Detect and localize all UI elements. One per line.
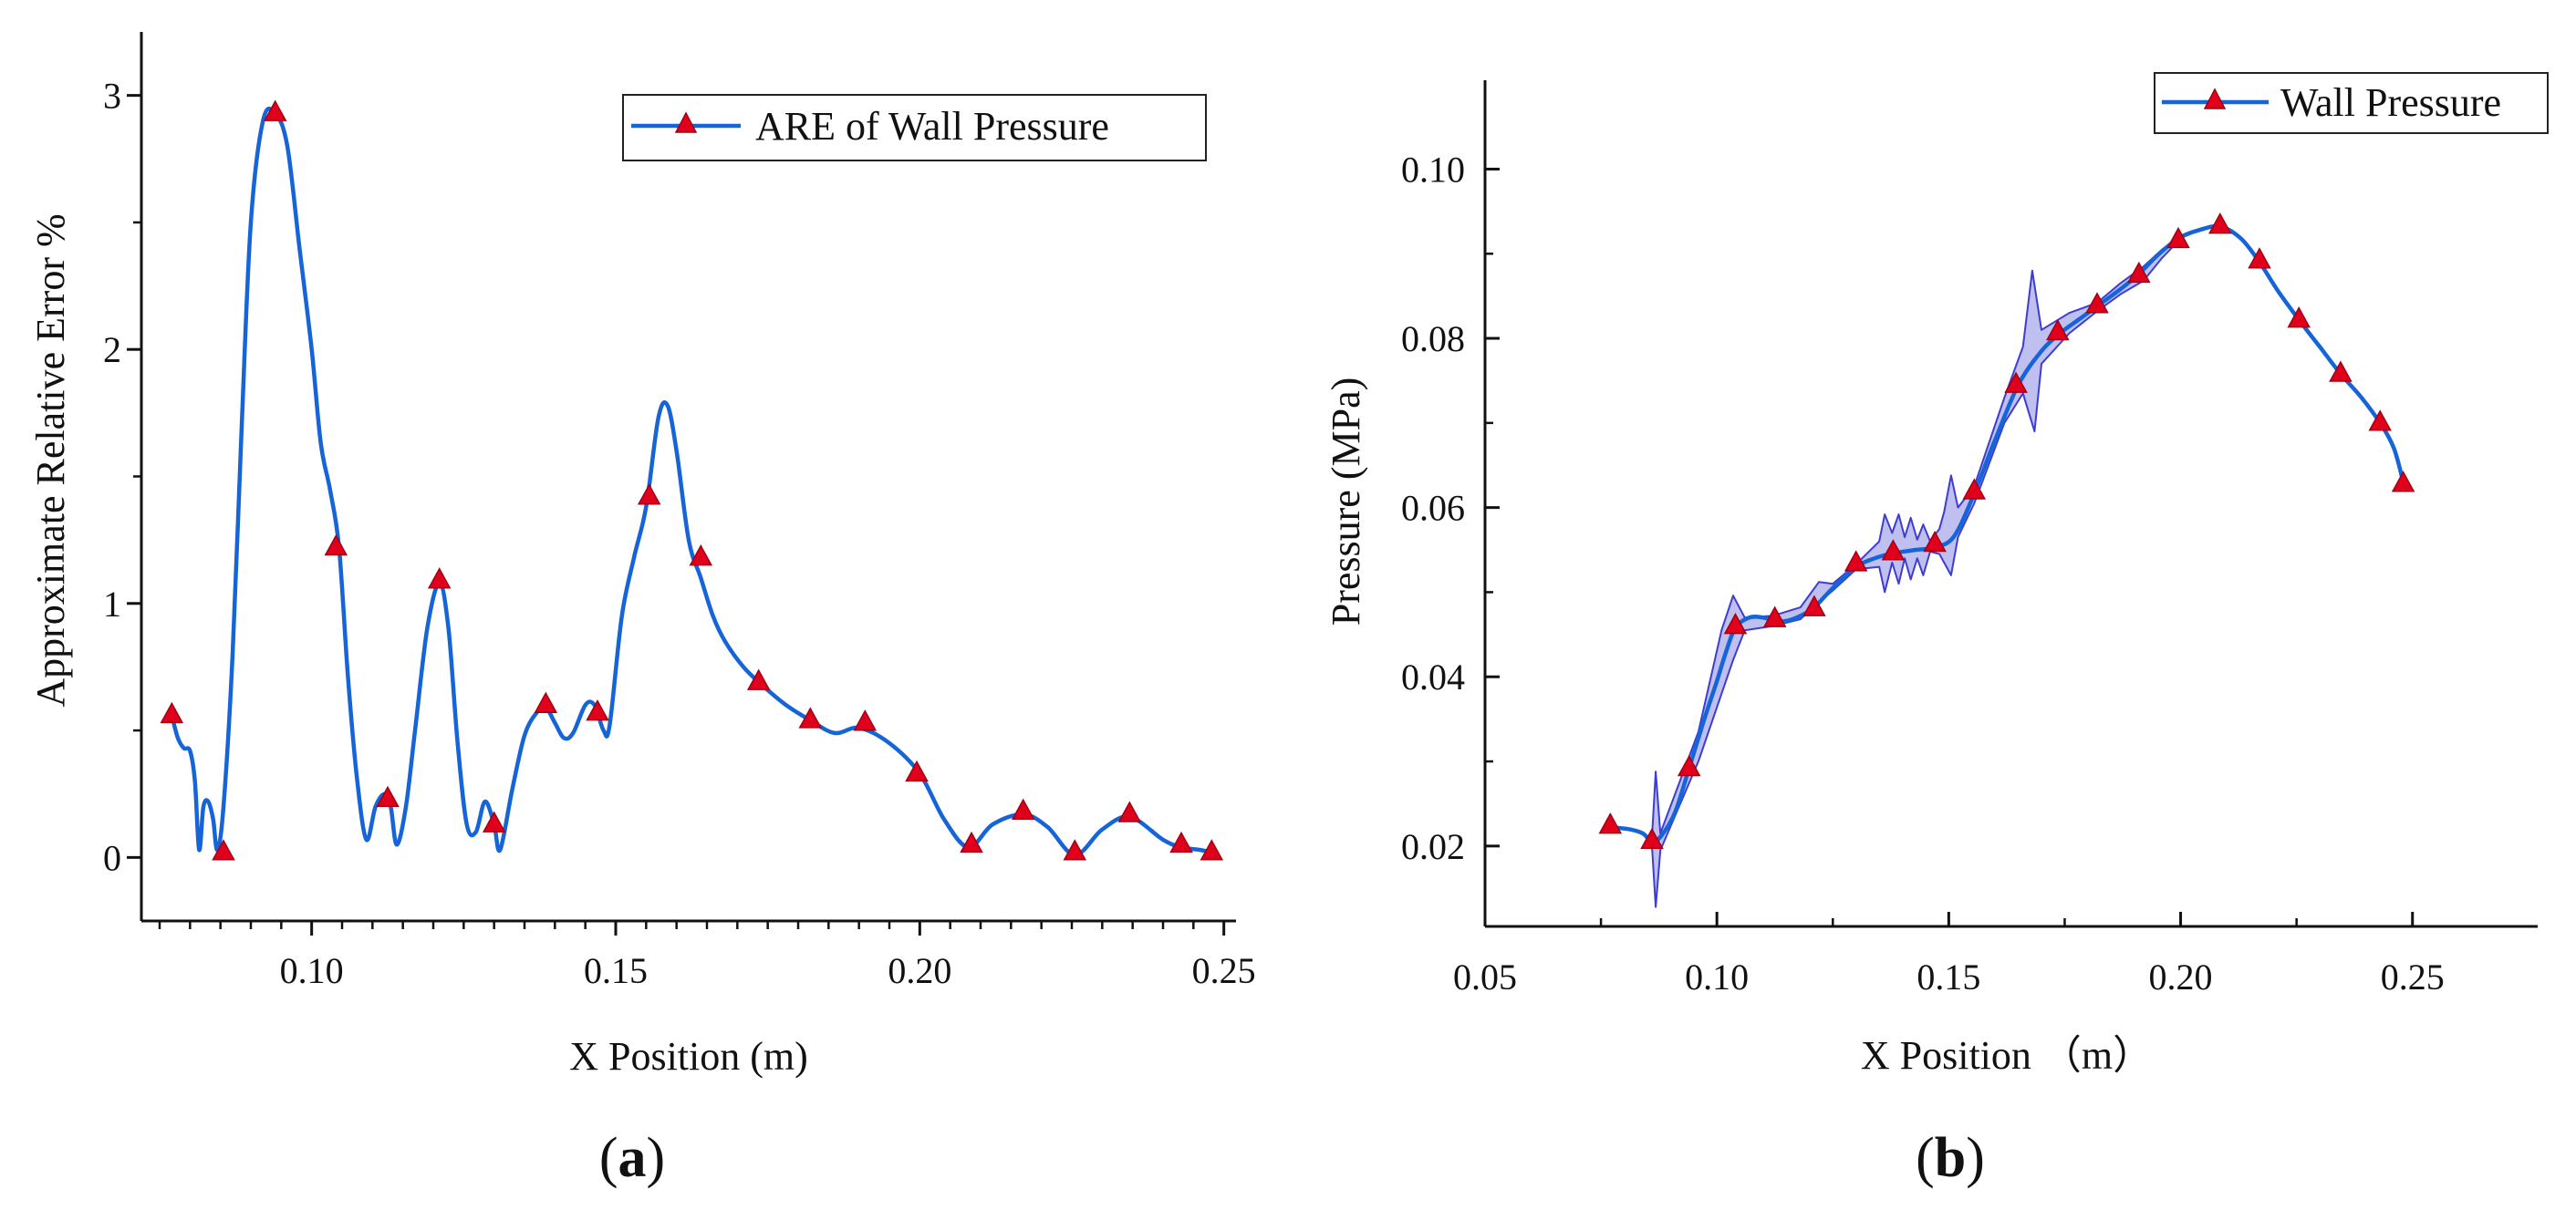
b-data-marker [1802, 595, 1826, 616]
b-x-major-ticks: 0.05 0.10 0.15 0.20 0.25 [1453, 912, 2445, 998]
a-data-marker [482, 811, 506, 833]
b-data-marker [2166, 226, 2190, 249]
b-data-marker [2085, 292, 2109, 314]
b-data-marker [1723, 613, 1748, 635]
a-y-tick-label: 3 [103, 76, 121, 117]
b-y-tick-label: 0.06 [1401, 488, 1465, 529]
b-data-marker [1881, 539, 1906, 561]
b-data-marker [2004, 371, 2028, 393]
a-data-marker [1117, 801, 1142, 822]
b-y-major-ticks: 0.02 0.04 0.06 0.08 0.10 [1401, 149, 1500, 867]
a-data-marker [427, 567, 452, 589]
b-data-marker [1923, 530, 1947, 553]
a-ylabel: Approximate Relative Error % [28, 213, 73, 707]
b-data-marker [2248, 247, 2271, 269]
b-data-marker [2287, 306, 2311, 328]
a-y-major-ticks: 0 1 2 3 [103, 76, 141, 878]
b-x-tick-label: 0.25 [2381, 957, 2445, 998]
b-legend: Wall Pressure [2154, 72, 2549, 134]
a-data-marker [263, 99, 287, 121]
a-x-tick-label: 0.20 [888, 950, 951, 991]
b-data-marker [2391, 471, 2415, 492]
b-data-marker [2127, 261, 2151, 284]
panel-b: 0.05 0.10 0.15 0.20 0.25 0.02 0.04 0.06 0.08 0.1… [1324, 72, 2549, 1189]
a-y-tick-label: 1 [103, 584, 121, 625]
a-data-marker [746, 668, 771, 690]
a-data-marker [376, 785, 400, 808]
a-series-line-are [170, 106, 1212, 857]
b-ylabel: Pressure (MPa) [1324, 377, 1368, 626]
b-legend-marker-swatch [2203, 88, 2227, 109]
a-data-marker [1169, 831, 1193, 853]
a-data-marker [160, 701, 184, 724]
b-data-marker [1844, 550, 1868, 572]
a-data-marker [212, 839, 235, 861]
a-data-marker [1200, 839, 1224, 861]
a-data-marker [586, 699, 609, 721]
a-y-tick-label: 2 [103, 329, 121, 370]
a-x-tick-label: 0.25 [1192, 950, 1256, 991]
a-data-marker [853, 709, 878, 731]
b-x-tick-label: 0.15 [1916, 957, 1980, 998]
b-x-tick-label: 0.10 [1685, 957, 1749, 998]
b-y-tick-label: 0.10 [1401, 149, 1465, 190]
b-series-line-wall-pressure [1610, 223, 2405, 844]
a-x-major-ticks: 0.10 0.15 0.20 0.25 [280, 921, 1256, 991]
b-series-markers [1598, 212, 2415, 850]
a-data-marker [637, 483, 661, 505]
a-legend: ARE of Wall Pressure [622, 94, 1207, 161]
a-data-marker [905, 760, 929, 782]
a-legend-marker-swatch [674, 111, 698, 133]
b-data-marker [1598, 812, 1623, 834]
b-xlabel: X Position （m） [1861, 1033, 2153, 1078]
b-y-tick-label: 0.02 [1401, 826, 1465, 867]
b-x-tick-label: 0.20 [2149, 957, 2213, 998]
a-data-marker [324, 533, 348, 556]
b-data-marker [2368, 409, 2392, 431]
b-data-marker [2329, 360, 2353, 382]
a-data-marker [534, 691, 558, 713]
a-y-tick-label: 0 [103, 837, 121, 878]
b-legend-label: Wall Pressure [2280, 80, 2501, 125]
b-data-marker [1677, 754, 1701, 777]
b-data-marker [1762, 605, 1787, 627]
a-data-marker [798, 707, 823, 729]
b-uncertainty-band [1651, 237, 2179, 908]
a-x-tick-label: 0.10 [280, 950, 344, 991]
b-x-tick-label: 0.05 [1453, 957, 1517, 998]
b-data-marker [1962, 478, 1987, 500]
b-data-marker [2208, 212, 2232, 234]
b-y-tick-label: 0.08 [1401, 318, 1465, 359]
b-data-marker [1640, 827, 1664, 850]
a-data-marker [1011, 798, 1035, 820]
b-data-marker [2046, 318, 2070, 341]
a-data-marker [1063, 839, 1087, 861]
b-y-tick-label: 0.04 [1401, 657, 1465, 698]
a-legend-label: ARE of Wall Pressure [755, 104, 1109, 149]
a-x-tick-label: 0.15 [584, 950, 648, 991]
a-series-markers [160, 99, 1224, 861]
a-data-marker [689, 544, 713, 566]
panel-label-b: (b) [1916, 1127, 1985, 1189]
a-xlabel: X Position (m) [569, 1034, 808, 1079]
a-data-marker [960, 831, 983, 853]
panel-label-a: (a) [599, 1127, 665, 1189]
panel-a: 0.10 0.15 0.20 0.25 0 1 2 3 X Position (m) App… [28, 32, 1256, 1189]
